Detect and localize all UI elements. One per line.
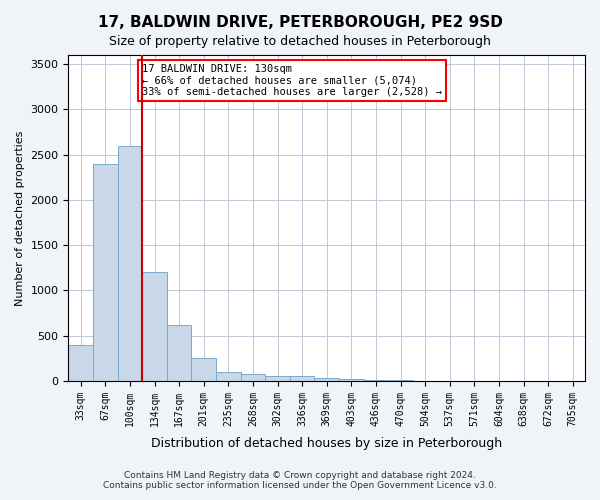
Text: Size of property relative to detached houses in Peterborough: Size of property relative to detached ho… (109, 35, 491, 48)
Bar (290, 376, 314, 381)
Bar (216, 372, 241, 381)
Bar (265, 376, 290, 381)
Bar (191, 358, 216, 381)
Y-axis label: Number of detached properties: Number of detached properties (15, 130, 25, 306)
Bar (118, 146, 142, 381)
Bar (339, 379, 364, 381)
Bar (314, 378, 339, 381)
Bar (93, 164, 118, 381)
Text: 17 BALDWIN DRIVE: 130sqm
← 66% of detached houses are smaller (5,074)
33% of sem: 17 BALDWIN DRIVE: 130sqm ← 66% of detach… (142, 64, 442, 98)
Bar (167, 325, 191, 381)
Bar (142, 272, 167, 381)
X-axis label: Distribution of detached houses by size in Peterborough: Distribution of detached houses by size … (151, 437, 502, 450)
Text: 17, BALDWIN DRIVE, PETERBOROUGH, PE2 9SD: 17, BALDWIN DRIVE, PETERBOROUGH, PE2 9SD (98, 15, 502, 30)
Text: Contains HM Land Registry data © Crown copyright and database right 2024.
Contai: Contains HM Land Registry data © Crown c… (103, 470, 497, 490)
Bar (68, 344, 93, 381)
Bar (241, 374, 265, 381)
Bar (364, 380, 388, 381)
